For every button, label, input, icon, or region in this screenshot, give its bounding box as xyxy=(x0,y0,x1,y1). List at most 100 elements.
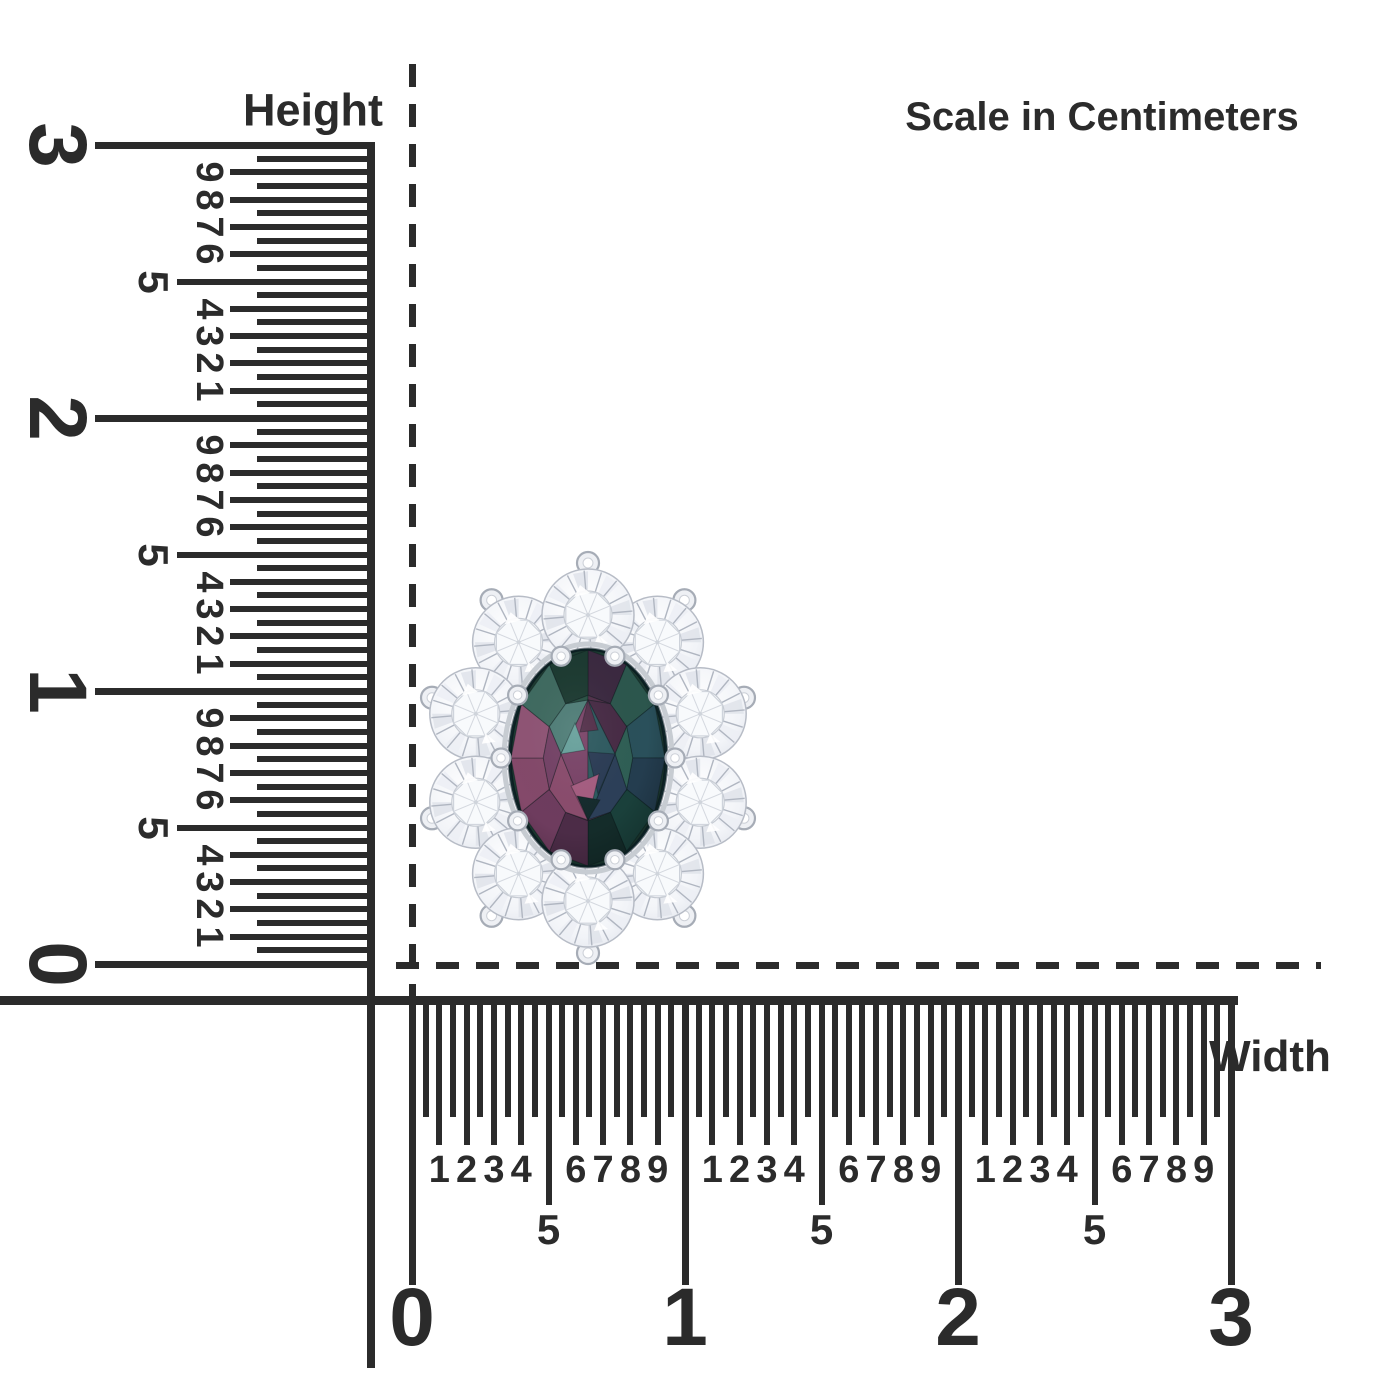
width-ruler-halfmm-tick xyxy=(586,1005,593,1117)
height-ruler-mm-tick xyxy=(230,360,375,367)
width-ruler-halfmm-tick xyxy=(1132,1005,1139,1117)
height-ruler-halfmm-tick xyxy=(257,783,375,790)
height-ruler-halfmm-tick xyxy=(257,455,375,462)
earring-image xyxy=(419,550,757,966)
height-ruler-halfmm-tick xyxy=(257,237,375,244)
height-ruler-mm-tick xyxy=(230,769,375,776)
width-ruler-halfmm-tick xyxy=(750,1005,757,1117)
height-ruler-mm-tick xyxy=(230,223,375,230)
height-ruler-mm-tick xyxy=(230,633,375,640)
width-ruler-mm-label: 4 xyxy=(510,1149,532,1191)
height-ruler-mm-tick xyxy=(230,305,375,312)
height-ruler-halfmm-tick xyxy=(257,892,375,899)
height-ruler-halfmm-tick xyxy=(257,647,375,654)
width-ruler-halfmm-tick xyxy=(914,1005,921,1117)
bezel-prong xyxy=(664,747,686,769)
width-ruler-mm-tick xyxy=(600,1005,607,1145)
bezel-prong xyxy=(604,645,626,667)
height-ruler-halfcm-tick xyxy=(177,824,375,831)
width-ruler-cm-label: 1 xyxy=(662,1272,708,1363)
width-ruler-mm-tick xyxy=(927,1005,934,1145)
height-ruler-halfmm-tick xyxy=(257,319,375,326)
width-ruler-halfmm-tick xyxy=(504,1005,511,1117)
height-ruler-halfmm-tick xyxy=(257,619,375,626)
width-ruler-mm-tick xyxy=(845,1005,852,1145)
height-ruler-halfmm-tick xyxy=(257,155,375,162)
halo-diamond xyxy=(429,755,523,849)
height-ruler-mm-tick xyxy=(230,742,375,749)
width-ruler-mm-tick xyxy=(1173,1005,1180,1145)
width-ruler-mm-label: 4 xyxy=(1056,1149,1078,1191)
width-ruler-mm-label: 7 xyxy=(1138,1149,1160,1191)
width-ruler-halfmm-tick xyxy=(1214,1005,1221,1117)
width-ruler-halfcm-label: 5 xyxy=(536,1206,561,1253)
width-ruler-mm-tick xyxy=(1009,1005,1016,1145)
width-ruler-halfmm-tick xyxy=(859,1005,866,1117)
height-ruler-mm-tick xyxy=(230,196,375,203)
width-ruler-mm-label: 9 xyxy=(647,1149,669,1191)
height-ruler-mm-tick xyxy=(230,524,375,531)
height-ruler-mm-tick xyxy=(230,169,375,176)
height-ruler-mm-tick xyxy=(230,606,375,613)
width-ruler-mm-tick xyxy=(1146,1005,1153,1145)
width-ruler-mm-label: 8 xyxy=(892,1149,914,1191)
height-ruler-halfmm-tick xyxy=(257,592,375,599)
height-ruler-halfmm-tick xyxy=(257,428,375,435)
height-ruler-mm-tick xyxy=(230,442,375,449)
width-ruler-mm-label: 3 xyxy=(483,1149,505,1191)
height-ruler-halfcm-tick xyxy=(177,551,375,558)
width-ruler-mm-tick xyxy=(982,1005,989,1145)
width-ruler-halfmm-tick xyxy=(477,1005,484,1117)
height-ruler-halfmm-tick xyxy=(257,920,375,927)
width-ruler-mm-tick xyxy=(436,1005,443,1145)
width-ruler-halfmm-tick xyxy=(422,1005,429,1117)
height-ruler-halfmm-tick xyxy=(257,510,375,517)
height-ruler-halfmm-tick xyxy=(257,346,375,353)
height-ruler-halfmm-tick xyxy=(257,947,375,954)
height-ruler-mm-tick xyxy=(230,333,375,340)
height-ruler-mm-tick xyxy=(230,251,375,258)
width-ruler-cm-tick xyxy=(681,1005,689,1285)
height-ruler-halfmm-tick xyxy=(257,210,375,217)
width-ruler-mm-tick xyxy=(763,1005,770,1145)
height-zero-dashed-guide xyxy=(396,962,1321,969)
height-ruler-halfmm-tick xyxy=(257,674,375,681)
halo-diamond xyxy=(429,667,523,761)
width-ruler-main-line xyxy=(0,996,1238,1005)
width-ruler-halfcm-tick xyxy=(545,1005,552,1205)
height-ruler-halfmm-tick xyxy=(257,865,375,872)
width-ruler-mm-tick xyxy=(572,1005,579,1145)
bezel-prong xyxy=(647,810,669,832)
width-ruler-cm-tick xyxy=(408,1005,416,1285)
width-ruler-halfmm-tick xyxy=(1105,1005,1112,1117)
height-ruler-halfmm-tick xyxy=(257,810,375,817)
width-ruler-mm-label: 7 xyxy=(592,1149,614,1191)
height-ruler-mm-tick xyxy=(230,660,375,667)
width-ruler-halfcm-tick xyxy=(818,1005,825,1205)
width-ruler-mm-tick xyxy=(463,1005,470,1145)
height-ruler-halfmm-tick xyxy=(257,756,375,763)
width-ruler-mm-label: 2 xyxy=(729,1149,751,1191)
width-ruler-halfmm-tick xyxy=(449,1005,456,1117)
height-ruler-halfmm-tick xyxy=(257,838,375,845)
width-ruler-halfmm-tick xyxy=(777,1005,784,1117)
height-ruler-halfmm-tick xyxy=(257,701,375,708)
width-ruler-halfmm-tick xyxy=(1159,1005,1166,1117)
height-ruler-title: Height xyxy=(243,84,383,136)
width-ruler-cm-label: 0 xyxy=(389,1272,435,1363)
height-ruler-halfmm-tick xyxy=(257,401,375,408)
width-ruler-mm-label: 3 xyxy=(756,1149,778,1191)
width-ruler-mm-tick xyxy=(1064,1005,1071,1145)
height-ruler-halfmm-tick xyxy=(257,728,375,735)
width-ruler-halfmm-tick xyxy=(668,1005,675,1117)
width-ruler-halfcm-tick xyxy=(1091,1005,1098,1205)
width-ruler-mm-label: 9 xyxy=(1193,1149,1215,1191)
width-ruler-mm-label: 8 xyxy=(1165,1149,1187,1191)
bezel-prong xyxy=(604,849,626,871)
height-ruler-halfcm-tick xyxy=(177,278,375,285)
width-ruler-mm-tick xyxy=(1036,1005,1043,1145)
center-gem xyxy=(501,641,675,875)
height-ruler-cm-tick xyxy=(95,687,375,695)
